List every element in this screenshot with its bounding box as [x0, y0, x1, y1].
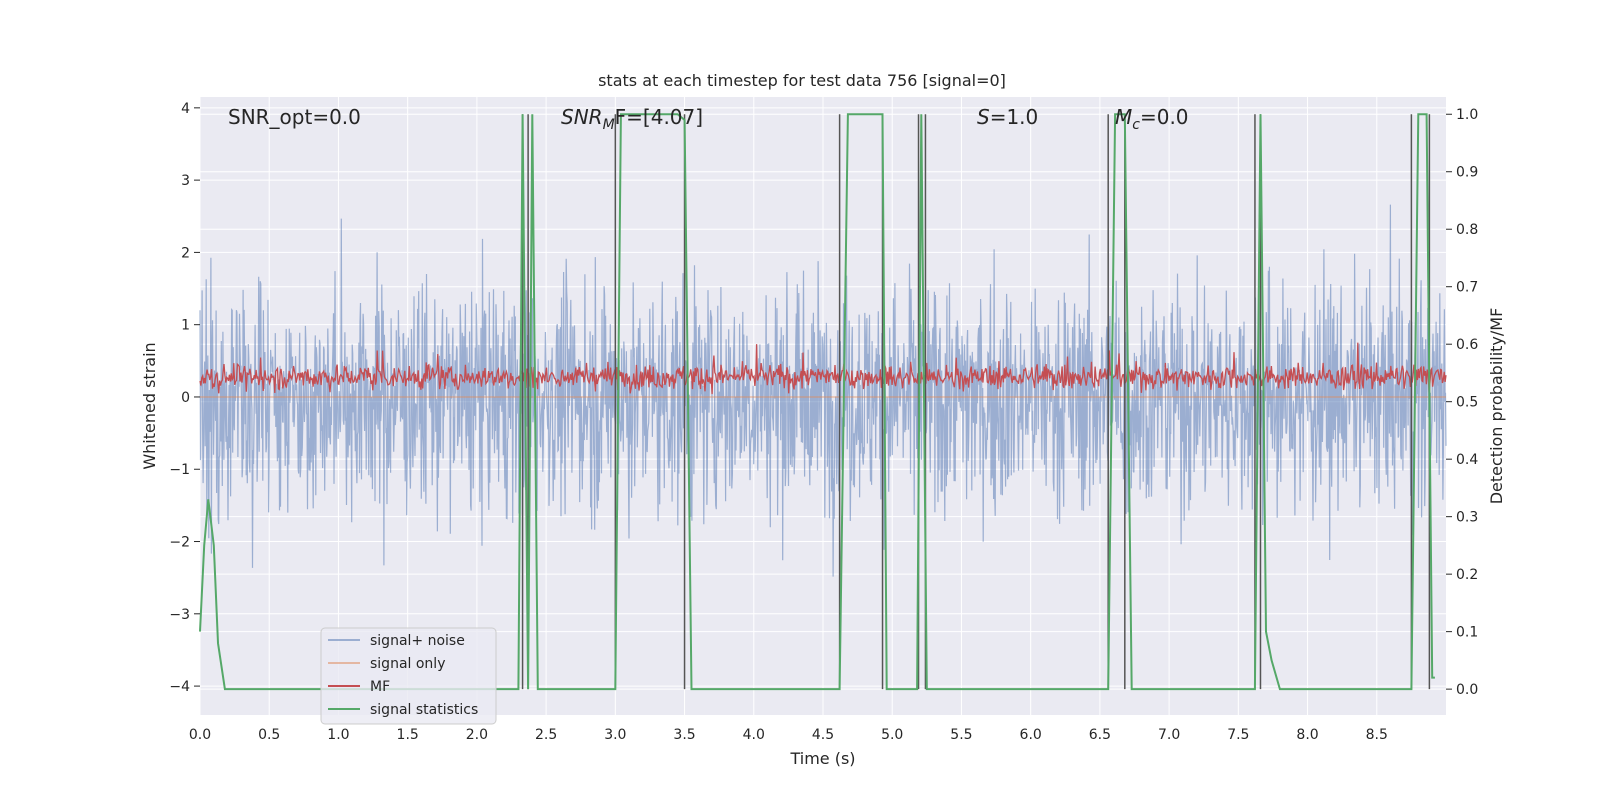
y2-tick-label: 0.6	[1456, 337, 1478, 353]
annotation-s-tail: =1.0	[990, 105, 1039, 129]
y-tick-label: 1	[181, 318, 190, 334]
y2-tick-label: 0.2	[1456, 567, 1478, 583]
annotation-mc-tail: =0.0	[1140, 105, 1189, 129]
y2-tick-label: 0.9	[1456, 165, 1478, 181]
y2-tick-label: 0.0	[1456, 682, 1478, 698]
y-tick-label: 0	[181, 390, 190, 406]
y2-tick-label: 1.0	[1456, 107, 1478, 123]
x-tick-label: 7.0	[1158, 727, 1180, 743]
legend-label-signal-only: signal only	[370, 656, 445, 672]
x-tick-label: 4.0	[743, 727, 765, 743]
x-tick-label: 4.5	[812, 727, 834, 743]
mf-series	[199, 342, 1447, 395]
y2-tick-label: 0.7	[1456, 280, 1478, 296]
x-tick-label: 5.5	[950, 727, 972, 743]
annotation-snr-opt: SNR_opt=0.0	[228, 105, 361, 129]
x-tick-label: 8.0	[1296, 727, 1318, 743]
x-tick-label: 6.5	[1089, 727, 1111, 743]
signal-plus-noise-series	[199, 204, 1447, 577]
x-axis-title: Time (s)	[789, 749, 855, 768]
annotation-snr-mf-tail: F=[4.07]	[615, 105, 703, 129]
y2-tick-label: 0.8	[1456, 222, 1478, 238]
y2-tick-label: 0.3	[1456, 510, 1478, 526]
mf-line	[199, 342, 1447, 395]
y-axis-title: Whitened strain	[140, 342, 159, 469]
legend-box	[320, 627, 497, 725]
annotation-snr-mf-sub: M	[603, 117, 615, 133]
x-tick-label: 8.5	[1366, 727, 1388, 743]
annotation-s-name: S	[977, 105, 990, 129]
legend: signal+ noise signal only MF signal stat…	[320, 627, 497, 725]
signal-plus-noise-line	[199, 204, 1447, 577]
x-tick-label: 2.0	[466, 727, 488, 743]
y-axis-ticks: −4 −3 −2 −1 0 1 2 3 4	[169, 101, 200, 695]
x-tick-label: 0.0	[189, 727, 211, 743]
y2-tick-label: 0.5	[1456, 395, 1478, 411]
x-tick-label: 7.5	[1227, 727, 1249, 743]
y-tick-label: 2	[181, 245, 190, 261]
chart-title: stats at each timestep for test data 756…	[598, 71, 1006, 90]
x-tick-label: 0.5	[258, 727, 280, 743]
y2-tick-label: 0.1	[1456, 625, 1478, 641]
x-tick-label: 5.0	[881, 727, 903, 743]
x-tick-label: 1.0	[327, 727, 349, 743]
y-tick-label: 4	[181, 101, 190, 117]
y2-axis-ticks: 0.0 0.1 0.2 0.3 0.4 0.5 0.6 0.7 0.8 0.9 1.0	[1446, 107, 1478, 698]
annotation-mc-name: M	[1115, 105, 1132, 129]
signal-statistics-line	[199, 113, 1435, 691]
y-tick-label: −4	[169, 679, 190, 695]
y2-axis-title: Detection probability/MF	[1487, 308, 1506, 505]
x-tick-label: 6.0	[1020, 727, 1042, 743]
annotation-snr-mf: SNRMF=[4.07]	[561, 105, 703, 133]
y-tick-label: 3	[181, 173, 190, 189]
y-tick-label: −3	[169, 607, 190, 623]
legend-label-signal-plus-noise: signal+ noise	[370, 633, 465, 649]
y-tick-label: −2	[169, 535, 190, 551]
annotation-snr-mf-name: SNR	[561, 105, 603, 129]
y2-tick-label: 0.4	[1456, 452, 1478, 468]
legend-label-signal-statistics: signal statistics	[370, 702, 478, 718]
y-tick-label: −1	[169, 462, 190, 478]
x-axis-ticks: 0.0 0.5 1.0 1.5 2.0 2.5 3.0 3.5 4.0 4.5 5.0 5.5 6.0 6…	[189, 727, 1388, 743]
x-tick-label: 3.0	[604, 727, 626, 743]
signal-statistics-series	[199, 113, 1435, 691]
x-tick-label: 1.5	[397, 727, 419, 743]
annotation-s: S=1.0	[977, 105, 1038, 129]
x-tick-label: 2.5	[535, 727, 557, 743]
legend-label-mf: MF	[370, 679, 390, 695]
annotation-mc: Mc=0.0	[1115, 105, 1189, 133]
x-tick-label: 3.5	[673, 727, 695, 743]
annotation-mc-sub: c	[1132, 117, 1140, 133]
